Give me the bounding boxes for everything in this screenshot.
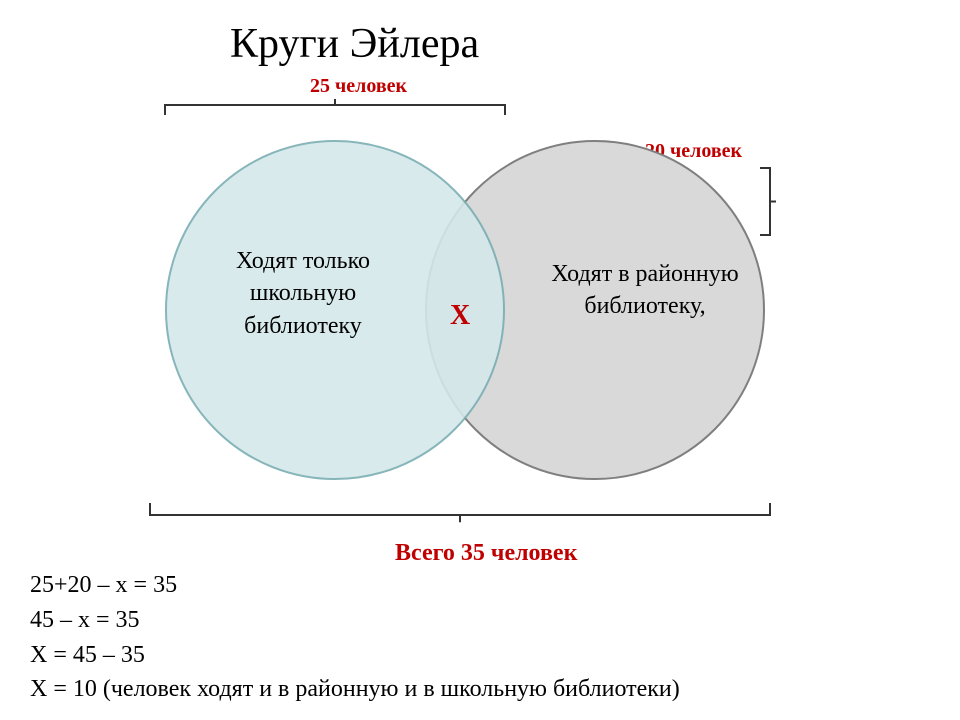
page-title: Круги Эйлера	[230, 20, 479, 68]
bottom-bracket-label: Всего 35 человек	[395, 540, 577, 567]
venn-left-label: Ходят только школьную библиотеку	[188, 245, 418, 342]
top-bracket-label: 25 человек	[310, 75, 407, 98]
solution-text: 25+20 – x = 35 45 – x = 35 X = 45 – 35 X…	[30, 568, 680, 707]
venn-intersection-label: X	[450, 300, 470, 332]
venn-right-label: Ходят в районную библиотеку,	[525, 258, 765, 323]
